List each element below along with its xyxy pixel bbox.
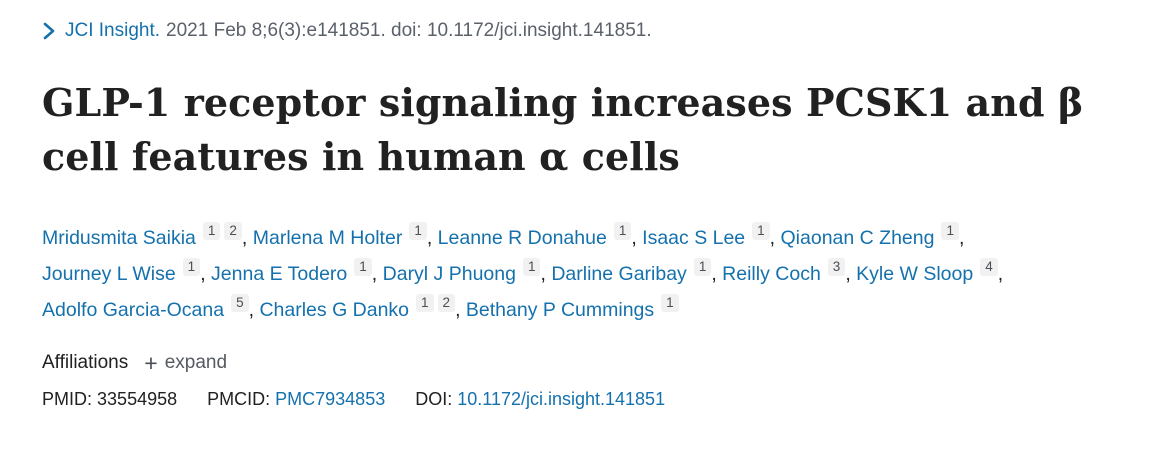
author-affiliation-superscript[interactable]: 1	[941, 221, 959, 240]
author: Charles G Danko 1 2,	[259, 293, 461, 321]
author-link[interactable]: Isaac S Lee	[642, 226, 746, 249]
author-separator: ,	[248, 298, 255, 321]
pmcid-label: PMCID:	[207, 388, 271, 409]
author-affiliation-superscript[interactable]: 3	[827, 257, 846, 276]
author: Daryl J Phuong 1,	[382, 257, 546, 285]
author-separator: ,	[631, 226, 637, 249]
author-separator: ,	[455, 298, 461, 321]
author-link[interactable]: Journey L Wise	[42, 262, 176, 285]
doi-link[interactable]: 10.1172/jci.insight.141851	[457, 388, 666, 409]
author-affiliation-superscript[interactable]: 1	[182, 257, 201, 276]
author-link[interactable]: Reilly Coch	[722, 262, 821, 285]
author: Bethany P Cummings 1	[465, 293, 679, 321]
pmid-label: PMID:	[42, 388, 93, 409]
chevron-right-icon	[42, 22, 56, 40]
author-affiliation-superscript[interactable]: 1	[693, 257, 712, 276]
author-link[interactable]: Adolfo Garcia-Ocana	[42, 298, 225, 321]
author: Adolfo Garcia-Ocana 5,	[42, 293, 255, 321]
doi-group: DOI: 10.1172/jci.insight.141851	[415, 389, 665, 409]
author: Qiaonan C Zheng 1,	[780, 221, 965, 249]
author-link[interactable]: Darline Garibay	[551, 262, 687, 285]
affiliations-label: Affiliations	[42, 351, 129, 373]
expand-label: expand	[164, 351, 228, 373]
author-separator: ,	[540, 262, 546, 285]
pmcid-link[interactable]: PMC7934853	[275, 388, 386, 409]
journal-menu-toggle-button[interactable]	[42, 22, 56, 40]
author-separator: ,	[711, 262, 717, 285]
affiliations-row: Affiliations + expand	[42, 349, 1165, 376]
author-separator: ,	[958, 226, 965, 249]
author-affiliation-superscript[interactable]: 2	[224, 221, 242, 240]
author-separator: ,	[997, 262, 1004, 285]
author-affiliation-superscript[interactable]: 1	[409, 221, 427, 240]
author-link[interactable]: Leanne R Donahue	[437, 226, 607, 249]
article-title: GLP-1 receptor signaling increases PCSK1…	[42, 80, 1084, 179]
author-separator: ,	[845, 262, 851, 285]
author-link[interactable]: Kyle W Sloop	[856, 262, 974, 285]
author-link[interactable]: Bethany P Cummings	[465, 298, 655, 321]
author: Reilly Coch 3,	[722, 257, 851, 285]
author: Jenna E Todero 1,	[211, 257, 378, 285]
author: Mridusmita Saikia 1 2,	[42, 221, 248, 249]
author: Kyle W Sloop 4,	[856, 257, 1004, 285]
author: Leanne R Donahue 1,	[437, 221, 637, 249]
journal-link[interactable]: JCI Insight.	[65, 20, 161, 41]
author-affiliation-superscript[interactable]: 1	[202, 221, 221, 240]
doi-label: DOI:	[415, 388, 453, 409]
author-separator: ,	[241, 226, 248, 249]
author-separator: ,	[371, 262, 378, 285]
pmid-group: PMID: 33554958	[42, 389, 177, 409]
author-link[interactable]: Daryl J Phuong	[382, 262, 516, 285]
author-link[interactable]: Mridusmita Saikia	[42, 226, 196, 249]
pmcid-group: PMCID: PMC7934853	[207, 389, 385, 409]
author: Journey L Wise 1,	[42, 257, 206, 285]
author: Marlena M Holter 1,	[252, 221, 433, 249]
author: Isaac S Lee 1,	[642, 221, 776, 249]
author-separator: ,	[200, 262, 206, 285]
author-affiliation-superscript[interactable]: 1	[613, 221, 632, 240]
author: Darline Garibay 1,	[551, 257, 717, 285]
plus-icon: +	[144, 349, 158, 376]
author-link[interactable]: Charles G Danko	[259, 298, 410, 321]
author-affiliation-superscript[interactable]: 1	[354, 257, 372, 276]
author-link[interactable]: Marlena M Holter	[252, 226, 403, 249]
author-affiliation-superscript[interactable]: 4	[980, 257, 998, 276]
author-affiliation-superscript[interactable]: 1	[661, 293, 679, 312]
author-affiliation-superscript[interactable]: 1	[522, 257, 541, 276]
citation-details: 2021 Feb 8;6(3):e141851. doi: 10.1172/jc…	[166, 20, 652, 41]
author-separator: ,	[769, 226, 776, 249]
authors-list: Mridusmita Saikia 1 2, Marlena M Holter 1, …	[42, 220, 1127, 328]
author-affiliation-superscript[interactable]: 1	[752, 221, 770, 240]
author-affiliation-superscript[interactable]: 2	[437, 293, 456, 312]
author-affiliation-superscript[interactable]: 1	[416, 293, 434, 312]
citation-bar: JCI Insight. 2021 Feb 8;6(3):e141851. do…	[42, 18, 1165, 44]
affiliations-expand-button[interactable]: + expand	[144, 349, 228, 376]
author-link[interactable]: Qiaonan C Zheng	[780, 226, 935, 249]
author-link[interactable]: Jenna E Todero	[211, 262, 348, 285]
author-affiliation-superscript[interactable]: 5	[231, 293, 249, 312]
author-separator: ,	[426, 226, 433, 249]
identifiers-row: PMID: 33554958 PMCID: PMC7934853 DOI: 10.1…	[42, 389, 1165, 410]
pmid-value: 33554958	[97, 388, 178, 409]
